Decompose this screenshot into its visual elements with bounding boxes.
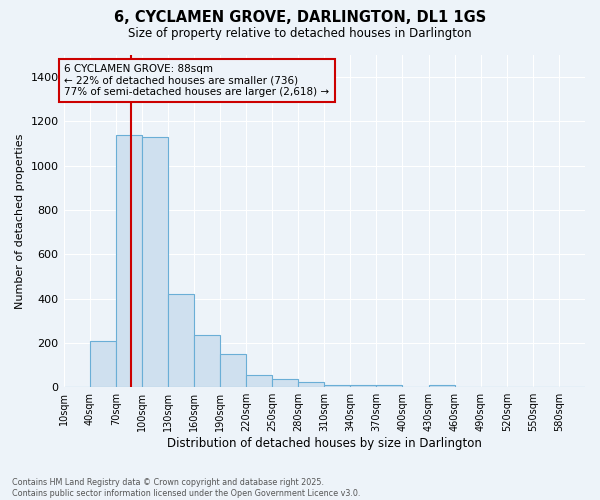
Bar bbox=[220, 354, 246, 387]
Bar bbox=[246, 374, 272, 387]
Bar bbox=[298, 382, 324, 387]
Bar bbox=[428, 385, 455, 387]
Text: Size of property relative to detached houses in Darlington: Size of property relative to detached ho… bbox=[128, 28, 472, 40]
Bar bbox=[142, 137, 168, 387]
Text: 6 CYCLAMEN GROVE: 88sqm
← 22% of detached houses are smaller (736)
77% of semi-d: 6 CYCLAMEN GROVE: 88sqm ← 22% of detache… bbox=[64, 64, 329, 97]
Bar bbox=[350, 385, 376, 387]
Y-axis label: Number of detached properties: Number of detached properties bbox=[15, 134, 25, 309]
Bar bbox=[89, 340, 116, 387]
Bar bbox=[272, 379, 298, 387]
Text: Contains HM Land Registry data © Crown copyright and database right 2025.
Contai: Contains HM Land Registry data © Crown c… bbox=[12, 478, 361, 498]
Bar bbox=[116, 134, 142, 387]
Text: 6, CYCLAMEN GROVE, DARLINGTON, DL1 1GS: 6, CYCLAMEN GROVE, DARLINGTON, DL1 1GS bbox=[114, 10, 486, 25]
Bar bbox=[168, 294, 194, 387]
Bar bbox=[376, 385, 403, 387]
Bar bbox=[194, 335, 220, 387]
X-axis label: Distribution of detached houses by size in Darlington: Distribution of detached houses by size … bbox=[167, 437, 482, 450]
Bar bbox=[324, 385, 350, 387]
